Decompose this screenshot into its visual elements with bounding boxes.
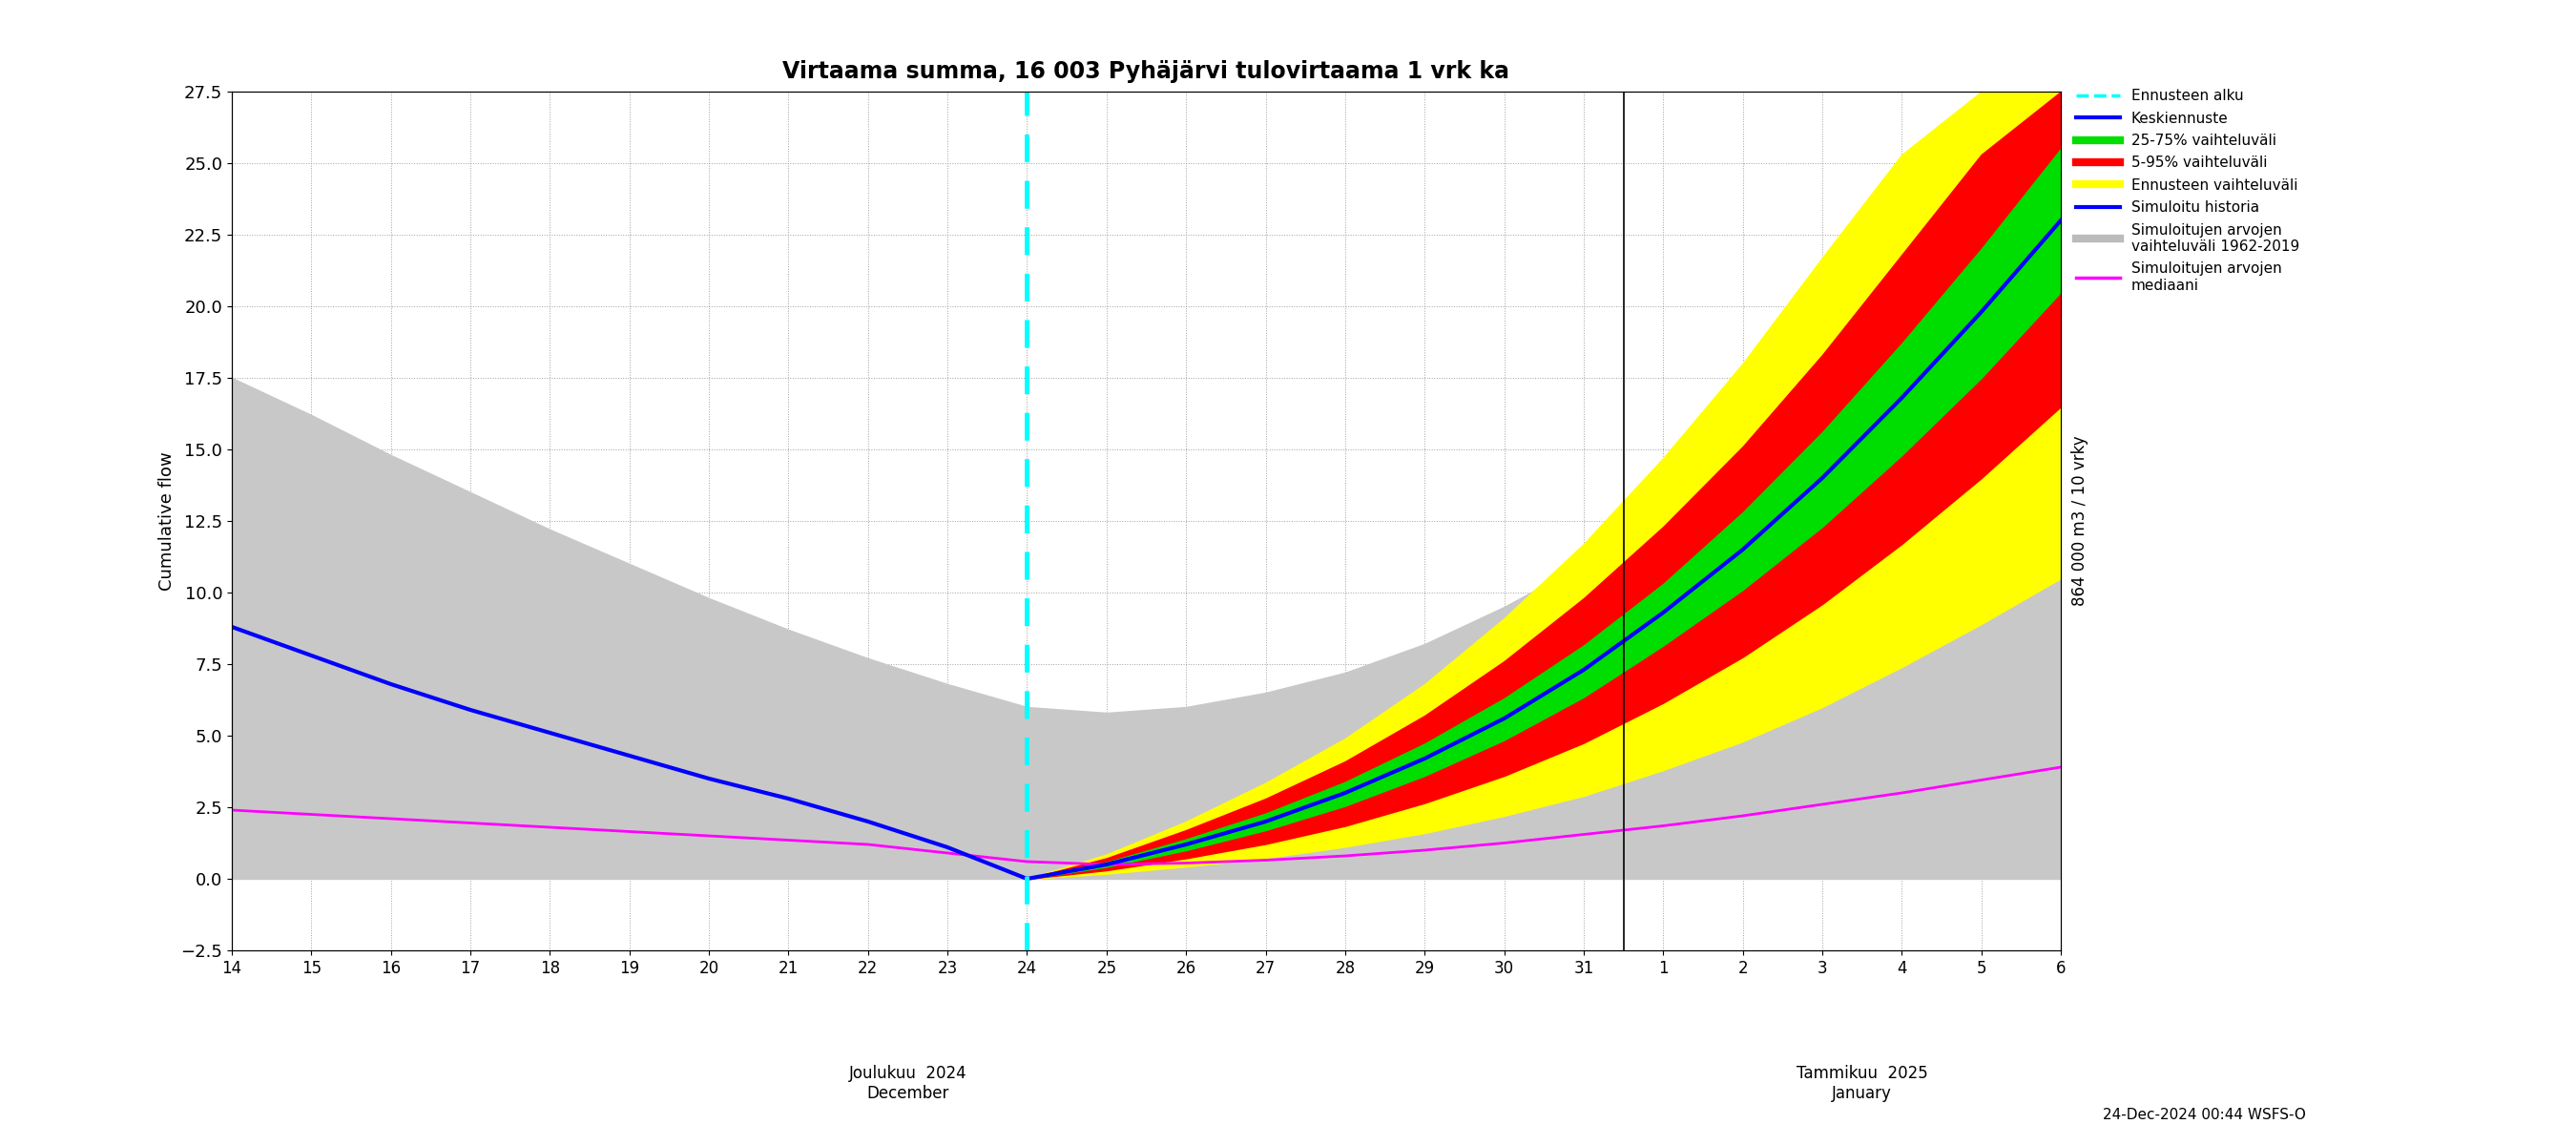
Legend: Ennusteen alku, Keskiennuste, 25-75% vaihteluväli, 5-95% vaihteluväli, Ennusteen: Ennusteen alku, Keskiennuste, 25-75% vai…	[2071, 82, 2306, 299]
Text: 24-Dec-2024 00:44 WSFS-O: 24-Dec-2024 00:44 WSFS-O	[2102, 1108, 2306, 1122]
Text: Tammikuu  2025
January: Tammikuu 2025 January	[1795, 1065, 1927, 1101]
Y-axis label: Cumulative flow: Cumulative flow	[157, 451, 175, 591]
Y-axis label: 864 000 m3 / 10 vrky: 864 000 m3 / 10 vrky	[2071, 436, 2089, 606]
Title: Virtaama summa, 16 003 Pyhäjärvi tulovirtaama 1 vrk ka: Virtaama summa, 16 003 Pyhäjärvi tulovir…	[783, 61, 1510, 84]
Text: Joulukuu  2024
December: Joulukuu 2024 December	[848, 1065, 966, 1101]
